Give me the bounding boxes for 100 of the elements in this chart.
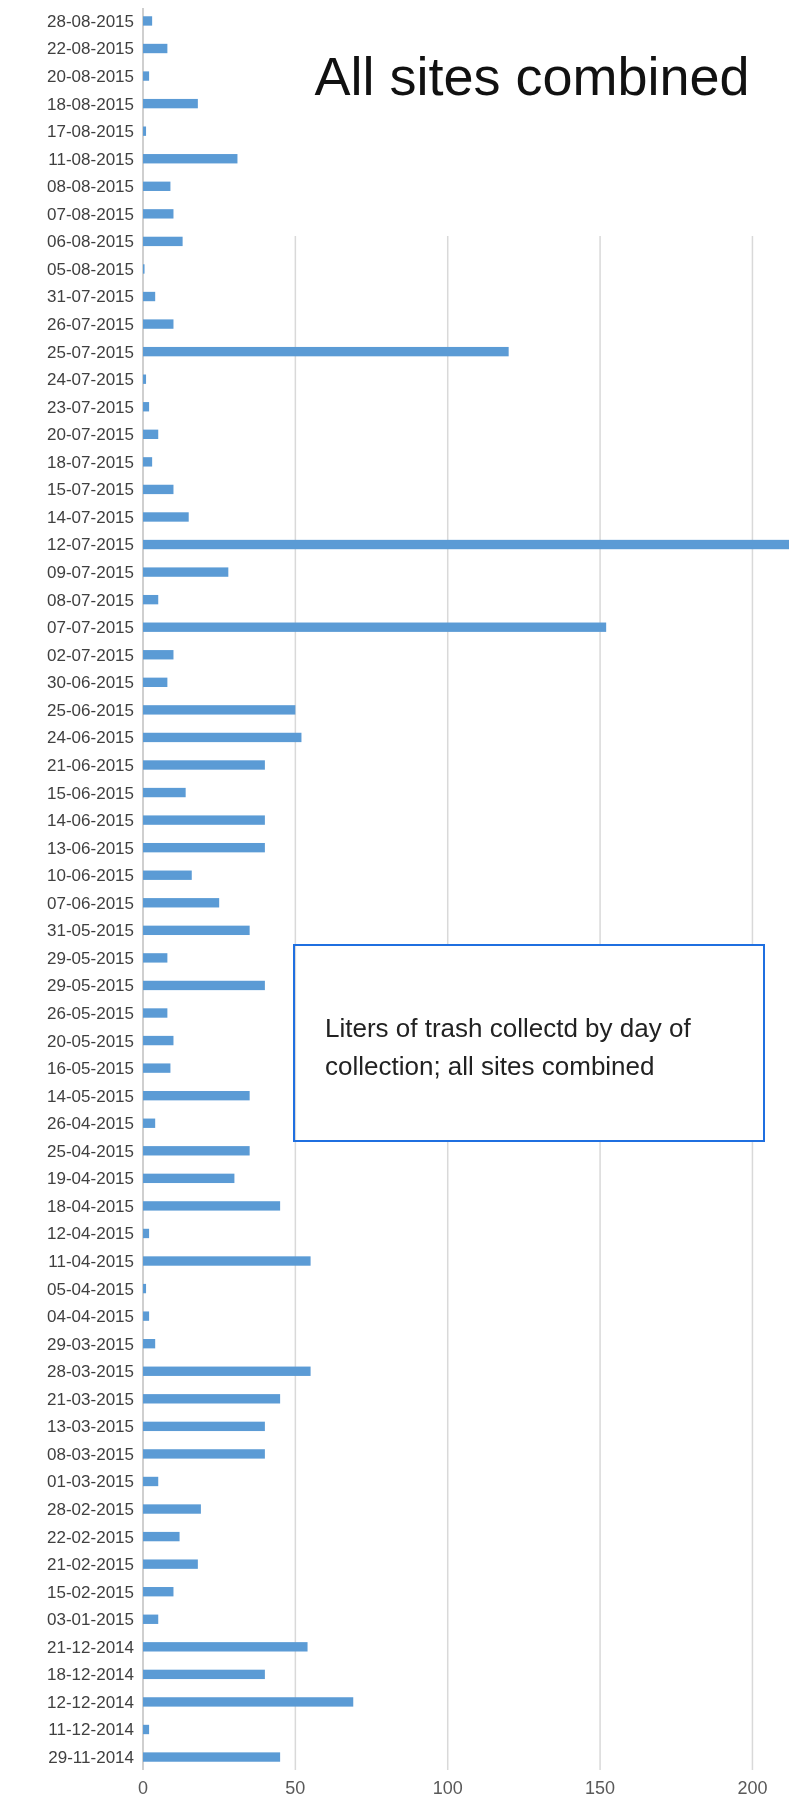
bar: [143, 1642, 308, 1652]
bar: [143, 870, 192, 880]
x-tick-label: 0: [137, 1778, 149, 1798]
x-tick-label: 50: [285, 1778, 306, 1798]
bar: [143, 1118, 156, 1128]
y-tick-label: 10-06-2015: [47, 866, 134, 886]
y-tick-label: 22-08-2015: [47, 39, 134, 59]
bar: [143, 209, 174, 219]
bar: [143, 126, 147, 136]
bar: [143, 71, 150, 81]
y-tick-label: 22-02-2015: [47, 1527, 134, 1547]
bar: [143, 1449, 265, 1459]
y-tick-label: 28-03-2015: [47, 1362, 134, 1382]
y-tick-label: 08-03-2015: [47, 1444, 134, 1464]
bar: [143, 16, 153, 26]
bar: [143, 154, 238, 164]
bar: [143, 787, 186, 798]
bar: [143, 1669, 265, 1680]
bar: [143, 236, 183, 247]
y-tick-label: 15-07-2015: [47, 480, 134, 500]
y-tick-label: 07-06-2015: [47, 893, 134, 913]
x-tick-label: 200: [737, 1778, 768, 1798]
bar: [143, 1531, 180, 1542]
bar: [143, 594, 159, 605]
text: All sites combined: [314, 46, 750, 106]
y-tick-label: 11-08-2015: [48, 149, 134, 169]
y-tick-label: 05-04-2015: [47, 1279, 134, 1299]
bar: [143, 1063, 171, 1073]
y-tick-label: 29-03-2015: [47, 1334, 134, 1354]
y-tick-label: 18-08-2015: [47, 94, 134, 114]
bar: [143, 1697, 354, 1707]
bar: [143, 898, 220, 908]
bar: [143, 1559, 198, 1569]
bar: [143, 1035, 174, 1046]
y-tick-label: 21-03-2015: [47, 1389, 134, 1409]
y-tick-label: 18-12-2014: [47, 1665, 134, 1685]
bar: [143, 1008, 168, 1018]
bar: [143, 622, 607, 632]
y-tick-label: 29-05-2015: [47, 976, 134, 996]
y-tick-label: 24-07-2015: [47, 370, 134, 390]
bar: [143, 1724, 150, 1735]
y-tick-label: 08-08-2015: [47, 177, 134, 197]
bar: [143, 1587, 174, 1597]
bar: [143, 1173, 235, 1184]
y-tick-label: 07-07-2015: [47, 618, 134, 638]
bar: [143, 1256, 311, 1266]
bar: [143, 1476, 159, 1487]
bar: [143, 1614, 159, 1624]
y-tick-label: 13-03-2015: [47, 1417, 134, 1437]
y-tick-label: 28-02-2015: [47, 1499, 134, 1519]
y-tick-label: 20-08-2015: [47, 67, 134, 87]
y-tick-label: 15-02-2015: [47, 1582, 134, 1602]
y-tick-label: 29-05-2015: [47, 948, 134, 968]
bar: [143, 980, 265, 991]
bar: [143, 319, 174, 329]
bar: [143, 512, 189, 522]
bar: [143, 1504, 201, 1514]
bar: [143, 181, 171, 191]
bar: [143, 677, 168, 688]
y-tick-label: 11-04-2015: [48, 1251, 134, 1271]
y-tick-label: 03-01-2015: [47, 1610, 134, 1630]
y-tick-label: 23-07-2015: [47, 397, 134, 417]
y-tick-label: 24-06-2015: [47, 728, 134, 748]
bar: [143, 953, 168, 963]
y-tick-label: 01-03-2015: [47, 1472, 134, 1492]
y-tick-label: 14-07-2015: [47, 507, 134, 527]
y-tick-label: 15-06-2015: [47, 783, 134, 803]
bar: [143, 1311, 150, 1321]
bar: [143, 1228, 150, 1239]
bar: [143, 705, 296, 715]
y-tick-label: 07-08-2015: [47, 204, 134, 224]
y-tick-label: 28-08-2015: [47, 11, 134, 31]
bar: [143, 43, 168, 54]
y-tick-label: 26-07-2015: [47, 315, 134, 335]
bar: [143, 842, 265, 853]
bar: [143, 402, 150, 412]
y-tick-label: 26-04-2015: [47, 1114, 134, 1134]
bar: [143, 374, 147, 384]
bar: [143, 1146, 250, 1156]
y-tick-label: 18-07-2015: [47, 452, 134, 472]
y-tick-label: 20-07-2015: [47, 425, 134, 445]
bar: [143, 1201, 281, 1211]
bar: [143, 1421, 265, 1432]
y-tick-label: 18-04-2015: [47, 1196, 134, 1216]
y-tick-label: 21-02-2015: [47, 1555, 134, 1575]
bar: [143, 815, 265, 825]
y-tick-label: 31-07-2015: [47, 287, 134, 307]
bar: [143, 484, 174, 495]
x-tick-label: 150: [585, 1778, 616, 1798]
bar: [143, 925, 250, 936]
y-tick-label: 25-07-2015: [47, 342, 134, 362]
y-tick-label: 11-12-2014: [48, 1720, 134, 1740]
x-tick-label: 100: [432, 1778, 463, 1798]
y-tick-label: 26-05-2015: [47, 1003, 134, 1023]
y-tick-label: 14-05-2015: [47, 1086, 134, 1106]
bar: [143, 1339, 156, 1349]
bar: [143, 1283, 147, 1294]
y-tick-label: 12-04-2015: [47, 1224, 134, 1244]
y-tick-label: 09-07-2015: [47, 563, 134, 583]
y-tick-label: 14-06-2015: [47, 811, 134, 831]
